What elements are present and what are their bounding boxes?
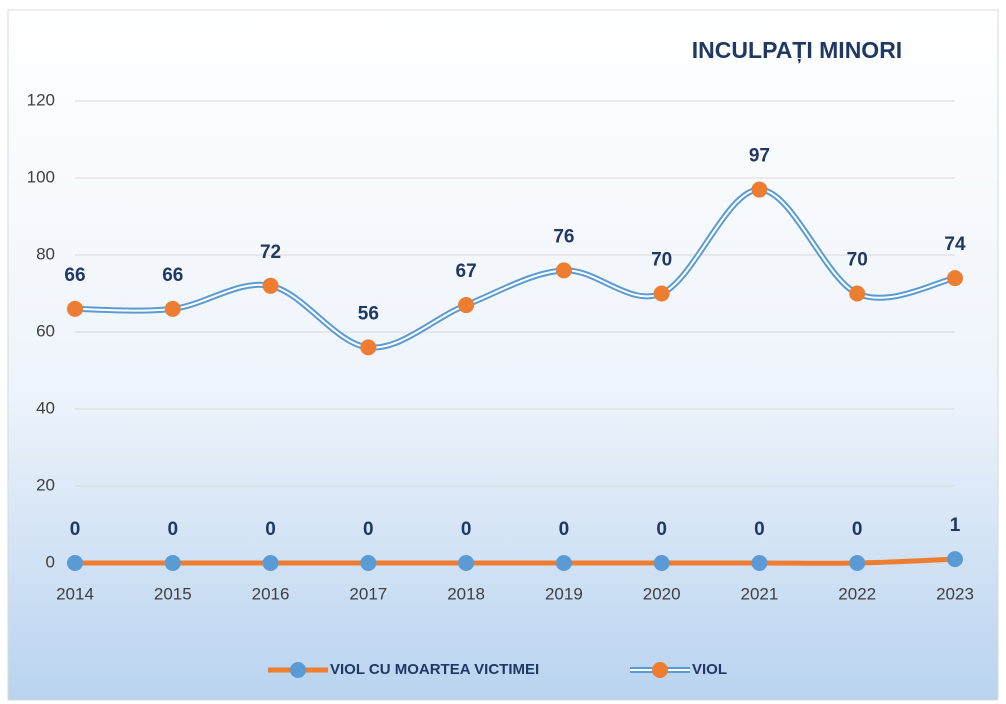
x-tick-label: 2015: [154, 584, 192, 603]
marker: [947, 270, 963, 287]
x-tick-label: 2014: [56, 584, 94, 603]
marker: [360, 555, 377, 571]
marker: [751, 555, 768, 571]
marker: [164, 300, 181, 317]
data-label: 72: [260, 242, 281, 263]
line: [74, 556, 956, 566]
data-label: 0: [754, 519, 765, 540]
marker: [849, 555, 866, 571]
x-tick-label: 2021: [741, 584, 779, 603]
data-label: 0: [656, 519, 667, 540]
x-tick-label: 2023: [936, 584, 974, 603]
data-label: 70: [847, 250, 868, 271]
data-label: 0: [265, 519, 276, 540]
y-tick-label: 0: [46, 552, 55, 571]
marker: [653, 555, 670, 571]
marker: [360, 339, 377, 356]
marker: [751, 181, 768, 198]
data-label: 97: [749, 146, 770, 167]
y-tick-label: 100: [27, 167, 55, 186]
marker: [653, 285, 670, 302]
data-label: 0: [559, 519, 570, 540]
data-label: 1: [950, 515, 961, 536]
x-tick-label: 2018: [447, 584, 485, 603]
marker: [458, 297, 475, 314]
data-label: 56: [358, 303, 379, 324]
legend-label: VIOL: [692, 661, 727, 678]
chart-title: INCULPAȚI MINORI: [692, 37, 902, 63]
marker: [947, 551, 963, 568]
x-tick-label: 2022: [838, 584, 876, 603]
legend-label: VIOL CU MOARTEA VICTIMEI: [330, 661, 539, 678]
marker: [67, 300, 83, 317]
y-tick-label: 20: [36, 475, 55, 494]
y-tick-label: 80: [36, 244, 55, 263]
data-label: 66: [64, 265, 85, 286]
marker: [555, 262, 572, 279]
marker: [849, 285, 866, 302]
legend-marker: [652, 662, 668, 678]
x-tick-label: 2019: [545, 584, 583, 603]
legend-marker: [290, 662, 306, 678]
marker: [262, 277, 279, 294]
y-tick-label: 40: [36, 398, 55, 417]
y-tick-label: 60: [36, 321, 55, 340]
data-label: 74: [944, 234, 966, 255]
y-tick-label: 120: [27, 90, 55, 109]
marker: [164, 555, 181, 571]
data-label: 66: [162, 265, 183, 286]
data-label: 76: [553, 226, 574, 247]
data-label: 0: [167, 519, 178, 540]
data-label: 0: [363, 519, 374, 540]
marker: [555, 555, 572, 571]
marker: [67, 555, 83, 571]
line: [74, 188, 956, 349]
x-tick-label: 2017: [349, 584, 387, 603]
data-label: 70: [651, 250, 672, 271]
data-label: 0: [852, 519, 863, 540]
x-tick-label: 2020: [643, 584, 681, 603]
marker: [458, 555, 475, 571]
data-label: 67: [456, 261, 477, 282]
data-label: 0: [70, 519, 81, 540]
background: [7, 9, 999, 701]
data-label: 0: [461, 519, 472, 540]
x-tick-label: 2016: [252, 584, 290, 603]
marker: [262, 555, 279, 571]
